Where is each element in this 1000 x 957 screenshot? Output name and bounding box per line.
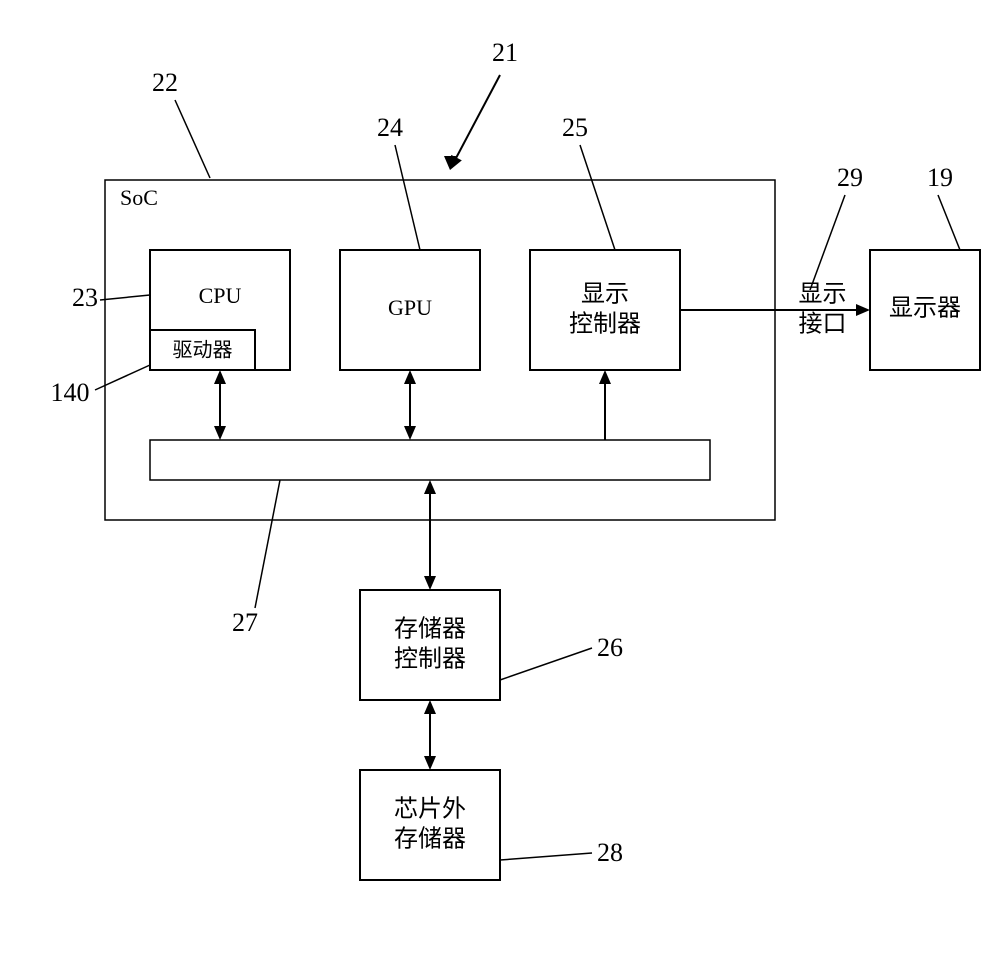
gpu-label: GPU: [388, 295, 432, 320]
ref-26: 26: [597, 633, 623, 662]
bus-box: [150, 440, 710, 480]
driver-label: 驱动器: [173, 339, 233, 362]
display-label: 显示器: [889, 296, 961, 322]
soc-label: SoC: [120, 185, 158, 210]
ref-29: 29: [837, 163, 863, 192]
cpu-label: CPU: [199, 283, 242, 308]
ref-23: 23: [72, 283, 98, 312]
display-interface-label-2: 接口: [799, 311, 847, 338]
ref-28: 28: [597, 838, 623, 867]
offchip-memory-box: [360, 770, 500, 880]
display-controller-box: [530, 250, 680, 370]
ref-21: 21: [492, 38, 518, 67]
ref-140: 140: [51, 378, 90, 407]
offchip-memory-label-1: 芯片外: [394, 796, 466, 823]
ref-22: 22: [152, 68, 178, 97]
ref-19: 19: [927, 163, 953, 192]
ref-27: 27: [232, 608, 258, 637]
display-controller-label-2: 控制器: [569, 311, 641, 338]
memory-controller-box: [360, 590, 500, 700]
memory-controller-label-2: 控制器: [394, 646, 466, 673]
memory-controller-label-1: 存储器: [394, 616, 466, 643]
offchip-memory-label-2: 存储器: [394, 826, 466, 853]
display-interface-label-1: 显示: [799, 282, 847, 308]
ref-25: 25: [562, 113, 588, 142]
display-controller-label-1: 显示: [581, 282, 629, 308]
ref-24: 24: [377, 113, 403, 142]
